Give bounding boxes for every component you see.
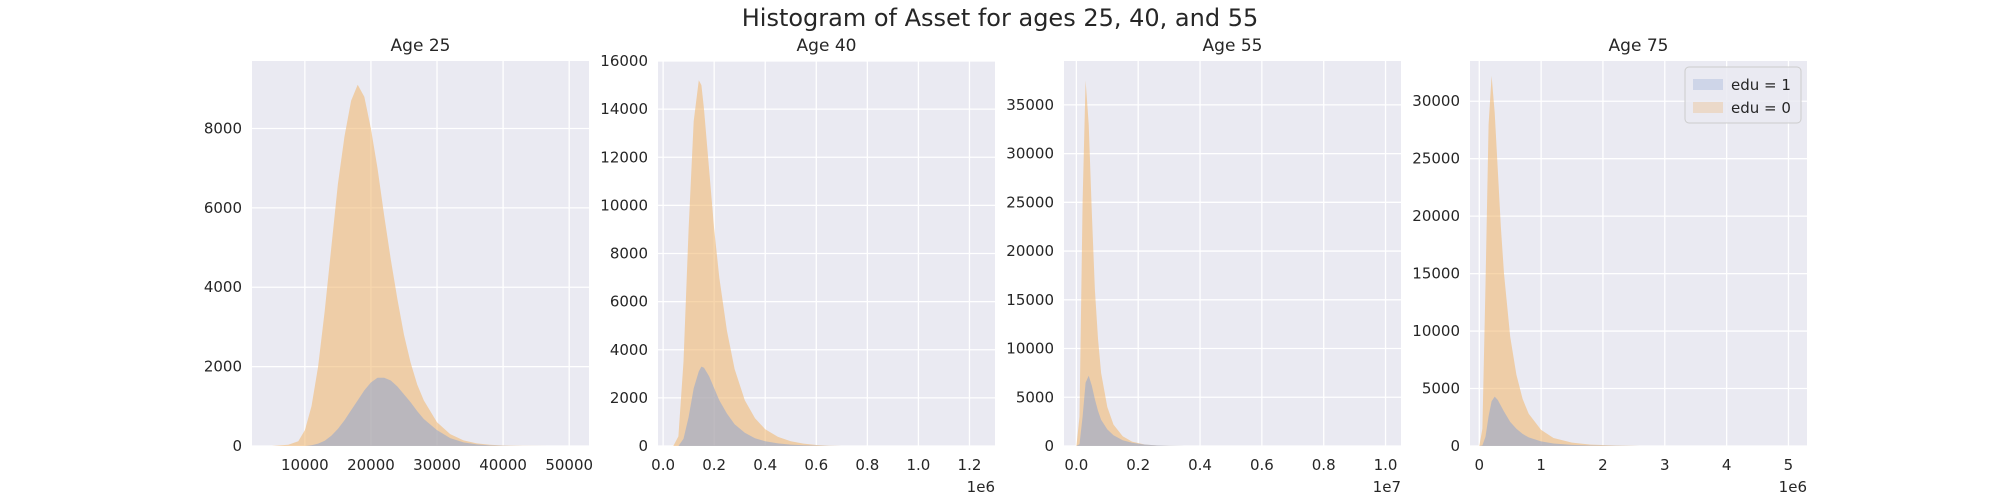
chart-2-ytick-label-5: 10000 <box>600 196 648 214</box>
chart-4-ytick-label-0: 0 <box>1450 437 1460 455</box>
chart-4-ytick-label-1: 5000 <box>1422 380 1460 398</box>
chart-3-xtick-label-2: 0.4 <box>1188 456 1212 474</box>
chart-4-xtick-label-1: 1 <box>1536 456 1546 474</box>
chart-3-ytick-label-1: 5000 <box>1016 388 1054 406</box>
chart-4-ytick-label-4: 20000 <box>1412 207 1460 225</box>
chart-2-xtick-label-6: 1.2 <box>958 456 982 474</box>
chart-3-xtick-label-3: 0.6 <box>1250 456 1274 474</box>
chart-2-xtick-label-5: 1.0 <box>906 456 930 474</box>
chart-3-series-edu1 <box>1076 375 1185 446</box>
chart-4-ytick-label-6: 30000 <box>1412 92 1460 110</box>
chart-2-xtick-label-2: 0.4 <box>753 456 777 474</box>
chart-4-ytick-label-5: 25000 <box>1412 150 1460 168</box>
chart-2-title: Age 40 <box>797 36 857 56</box>
chart-2-xtick-label-0: 0.0 <box>651 456 675 474</box>
chart-4-legend-box <box>1684 66 1802 124</box>
chart-3-offset-text: 1e7 <box>1373 478 1401 496</box>
chart-4: Age 75 0 1 2 3 4 5 0 5000 10000 15000 20000 25000 300… <box>1412 36 1807 496</box>
chart-4-offset-text: 1e6 <box>1779 478 1807 496</box>
chart-2-ytick-label-1: 2000 <box>610 389 648 407</box>
chart-4-series-edu1 <box>1479 396 1640 446</box>
chart-3: Age 55 0.0 0.2 0.4 0.6 0.8 1.0 0 5000 10000 15000 2… <box>1006 36 1401 496</box>
chart-4-legend-label-1: edu = 1 <box>1731 76 1791 94</box>
chart-1-title: Age 25 <box>391 36 451 56</box>
chart-1-xtick-label-3: 40000 <box>479 456 527 474</box>
chart-3-ytick-label-6: 30000 <box>1006 145 1054 163</box>
chart-3-ytick-label-4: 20000 <box>1006 242 1054 260</box>
chart-3-ytick-label-0: 0 <box>1044 437 1054 455</box>
chart-3-title: Age 55 <box>1203 36 1263 56</box>
chart-1-ytick-label-3: 6000 <box>204 199 242 217</box>
chart-1-ytick-label-4: 8000 <box>204 119 242 137</box>
chart-2-xtick-label-4: 0.8 <box>855 456 879 474</box>
chart-4-xtick-label-2: 2 <box>1598 456 1608 474</box>
chart-2-ytick-label-8: 16000 <box>600 52 648 70</box>
figure-title: Histogram of Asset for ages 25, 40, and … <box>741 4 1259 32</box>
chart-2-xtick-label-3: 0.6 <box>804 456 828 474</box>
chart-2-xtick-label-1: 0.2 <box>702 456 726 474</box>
chart-3-xtick-label-0: 0.0 <box>1064 456 1088 474</box>
chart-4-xtick-label-0: 0 <box>1475 456 1485 474</box>
chart-3-xtick-label-1: 0.2 <box>1126 456 1150 474</box>
chart-4-xtick-label-3: 3 <box>1660 456 1670 474</box>
chart-4-xtick-label-4: 4 <box>1722 456 1732 474</box>
chart-3-xtick-label-4: 0.8 <box>1312 456 1336 474</box>
chart-2-series-edu1 <box>673 366 842 446</box>
chart-1-xtick-label-2: 30000 <box>413 456 461 474</box>
chart-2-ytick-label-2: 4000 <box>610 341 648 359</box>
chart-2: Age 40 0.0 0.2 0.4 0.6 0.8 1.0 1.2 0 2000 4000 6000… <box>600 36 995 496</box>
chart-1-plot-area <box>252 61 589 446</box>
chart-2-ytick-label-6: 12000 <box>600 148 648 166</box>
chart-1-xtick-label-4: 50000 <box>545 456 593 474</box>
chart-1-ytick-label-2: 4000 <box>204 278 242 296</box>
chart-4-legend: edu = 1 edu = 0 <box>1684 66 1802 124</box>
chart-2-ytick-label-4: 8000 <box>610 245 648 263</box>
chart-2-ytick-label-7: 14000 <box>600 100 648 118</box>
chart-3-ytick-label-7: 35000 <box>1006 96 1054 114</box>
chart-3-ytick-label-3: 15000 <box>1006 291 1054 309</box>
chart-1-ytick-label-1: 2000 <box>204 358 242 376</box>
chart-4-legend-label-2: edu = 0 <box>1731 99 1791 117</box>
chart-4-ytick-label-3: 15000 <box>1412 265 1460 283</box>
chart-3-ytick-label-2: 10000 <box>1006 340 1054 358</box>
chart-2-series-edu0 <box>673 80 842 447</box>
chart-1-xtick-label-1: 20000 <box>347 456 395 474</box>
chart-4-legend-swatch-1 <box>1693 79 1723 90</box>
chart-1: Age 25 10000 20000 30000 40000 50000 0 2000 4000… <box>204 36 593 474</box>
chart-4-plot-area <box>1470 61 1807 446</box>
chart-1-ytick-label-0: 0 <box>232 437 242 455</box>
chart-2-ytick-label-0: 0 <box>638 437 648 455</box>
chart-3-xtick-label-5: 1.0 <box>1374 456 1398 474</box>
chart-4-ytick-label-2: 10000 <box>1412 322 1460 340</box>
chart-2-offset-text: 1e6 <box>967 478 995 496</box>
chart-1-series-edu0 <box>271 84 550 447</box>
chart-2-ytick-label-3: 6000 <box>610 293 648 311</box>
chart-1-series-edu1 <box>271 377 550 446</box>
chart-4-title: Age 75 <box>1609 36 1669 56</box>
chart-4-legend-swatch-2 <box>1693 102 1723 113</box>
chart-3-plot-area <box>1064 61 1401 446</box>
chart-4-xtick-label-5: 5 <box>1784 456 1794 474</box>
chart-1-xtick-label-0: 10000 <box>281 456 329 474</box>
chart-3-ytick-label-5: 25000 <box>1006 193 1054 211</box>
